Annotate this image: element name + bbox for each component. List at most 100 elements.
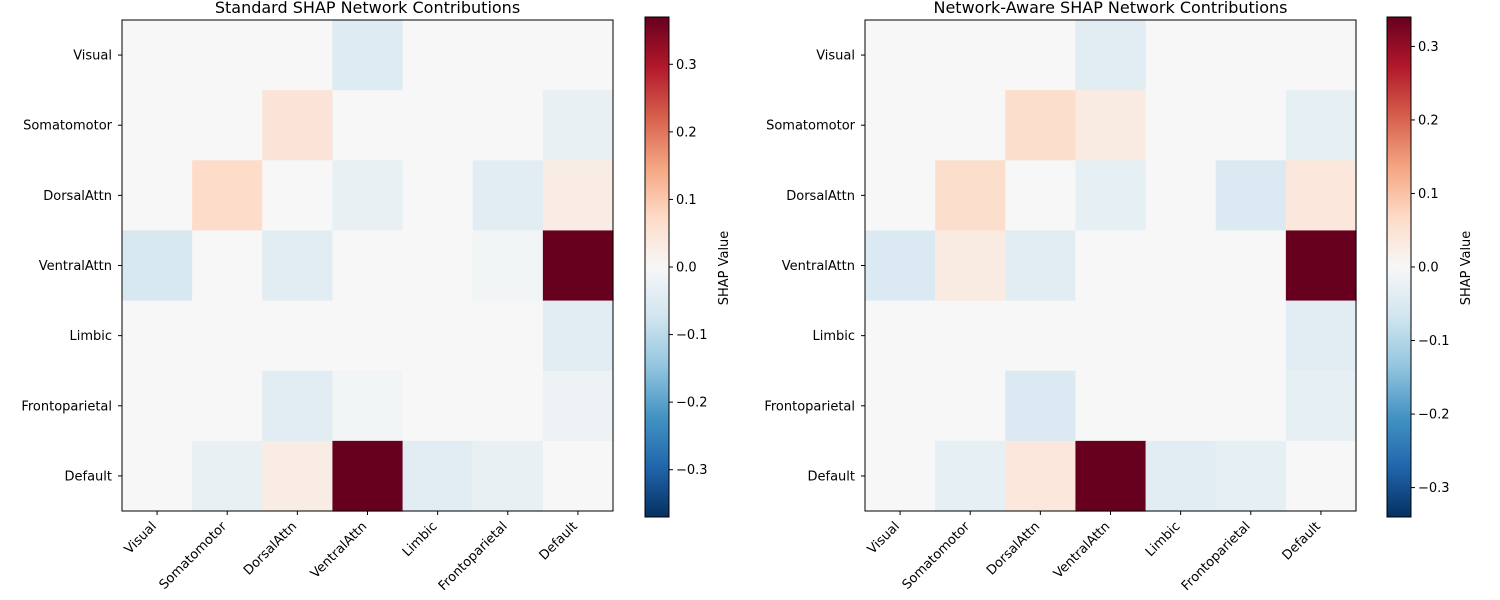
heatmap-cell	[332, 370, 404, 442]
heatmap-cell	[935, 90, 1006, 161]
x-tick-label: Visual	[122, 519, 160, 557]
heatmap-cell	[262, 370, 334, 442]
heatmap-cell	[1005, 230, 1077, 302]
x-tick-label: Default	[1280, 519, 1324, 563]
x-tick-label: DorsalAttn	[984, 519, 1043, 578]
y-tick-label: VentralAttn	[39, 259, 112, 274]
y-tick-label: Visual	[816, 49, 855, 64]
heatmap-cell	[122, 230, 193, 302]
heatmap-cell	[472, 300, 544, 372]
heatmap-cell	[542, 160, 614, 232]
heatmap-cell	[1285, 440, 1357, 512]
colorbar: −0.3 −0.2 −0.1 0.0 0.1 0.2 0.3	[1386, 16, 1450, 518]
heatmap-cell	[935, 230, 1006, 302]
heatmap-cell	[122, 90, 193, 161]
heatmap-cell	[332, 440, 404, 512]
heatmap-cell	[1075, 300, 1147, 372]
plot-frame	[864, 19, 1357, 512]
heatmap-cell	[332, 90, 404, 161]
heatmap-cell	[542, 90, 614, 161]
heatmap-cell	[472, 230, 544, 302]
colorbar-gradient	[644, 16, 670, 518]
heatmap-cell	[1285, 300, 1357, 372]
heatmap-cell	[122, 160, 193, 232]
colorbar-tick-label: −0.1	[676, 328, 708, 343]
heatmap-cell	[542, 300, 614, 372]
y-tick-label: Frontoparietal	[21, 399, 112, 414]
heatmap-cell	[1145, 370, 1217, 442]
y-tick-label: VentralAttn	[782, 259, 855, 274]
colorbar-tick-label: 0.2	[676, 125, 697, 140]
colorbar-tick-label: −0.2	[676, 396, 708, 411]
heatmap-cell	[1285, 160, 1357, 232]
heatmap-cell	[402, 20, 474, 91]
y-tick-label: DorsalAttn	[786, 189, 855, 204]
heatmap-cell	[542, 370, 614, 442]
heatmap-cell	[192, 90, 263, 161]
x-tick-label: Frontoparietal	[1179, 519, 1254, 594]
heatmap-cell	[1215, 440, 1287, 512]
heatmap-cell	[1145, 440, 1217, 512]
heatmap-cell	[1075, 230, 1147, 302]
network-aware-shap-heatmap-panel: Network-Aware SHAP Network Contributions…	[764, 0, 1474, 594]
heatmap-cell	[1075, 160, 1147, 232]
x-tick-label: Limbic	[400, 519, 441, 560]
colorbar-tick-label: −0.3	[1418, 481, 1450, 496]
heatmap-cell	[1215, 300, 1287, 372]
heatmap-cell	[1005, 90, 1077, 161]
heatmap-cell	[402, 300, 474, 372]
heatmap-cell	[1005, 370, 1077, 442]
heatmap-cell	[1005, 20, 1077, 91]
heatmap-cell	[1145, 20, 1217, 91]
heatmap-cell	[1215, 370, 1287, 442]
x-tick-label: Frontoparietal	[436, 519, 511, 594]
heatmap-cell	[402, 370, 474, 442]
y-tick-label: Default	[808, 469, 856, 484]
y-tick-label: DorsalAttn	[43, 189, 112, 204]
heatmap-cell	[1075, 90, 1147, 161]
heatmap-cell	[402, 90, 474, 161]
heatmap-cell	[472, 370, 544, 442]
heatmap-cell	[542, 20, 614, 91]
heatmap-cell	[1145, 160, 1217, 232]
x-tick-label: DorsalAttn	[241, 519, 300, 578]
colorbar-label: SHAP Value	[1459, 231, 1474, 306]
x-tick-label: VentralAttn	[308, 519, 370, 581]
heatmap-cell	[262, 440, 334, 512]
plot-frame	[121, 19, 614, 512]
heatmap-cell	[1285, 20, 1357, 91]
chart-title: Network-Aware SHAP Network Contributions	[933, 0, 1287, 17]
colorbar-tick-label: 0.3	[1418, 40, 1439, 55]
heatmap-cell	[122, 300, 193, 372]
heatmap-cell	[262, 230, 334, 302]
heatmap-cell	[1075, 440, 1147, 512]
heatmap-cell	[122, 370, 193, 442]
y-tick-label: Limbic	[812, 329, 855, 344]
heatmap-cell	[1075, 370, 1147, 442]
colorbar-tick-label: 0.1	[1418, 187, 1439, 202]
y-tick-label: Somatomotor	[766, 119, 856, 134]
heatmap-cell	[472, 90, 544, 161]
heatmap-cell	[1145, 300, 1217, 372]
heatmap-cell	[122, 20, 193, 91]
y-tick-labels: Visual Somatomotor DorsalAttn VentralAttn Li…	[764, 49, 865, 484]
heatmap-cell	[472, 160, 544, 232]
heatmap-cell	[1215, 90, 1287, 161]
heatmap-cell	[542, 230, 614, 302]
colorbar-gradient	[1386, 16, 1412, 518]
chart-title: Standard SHAP Network Contributions	[215, 0, 520, 17]
x-tick-label: Default	[537, 519, 581, 563]
heatmap-cell	[1145, 230, 1217, 302]
heatmap-cell	[935, 160, 1006, 232]
y-tick-label: Limbic	[69, 329, 112, 344]
heatmap-cell	[1075, 20, 1147, 91]
heatmap-cell	[865, 440, 936, 512]
heatmap-cell	[1285, 230, 1357, 302]
heatmap-cell	[542, 440, 614, 512]
colorbar-tick-label: 0.1	[676, 193, 697, 208]
heatmap-cells	[122, 20, 614, 512]
x-tick-label: Visual	[865, 519, 903, 557]
colorbar-tick-label: 0.0	[1418, 261, 1439, 276]
